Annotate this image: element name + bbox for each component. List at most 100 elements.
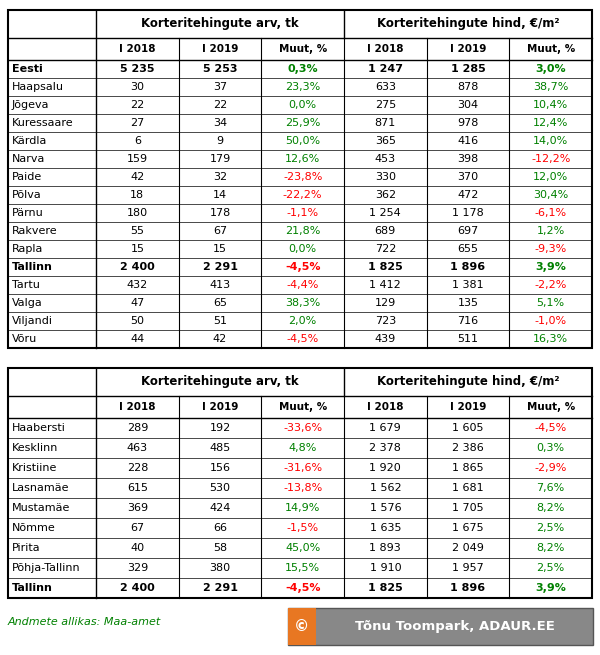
Text: 1 576: 1 576: [370, 503, 401, 513]
Text: Võru: Võru: [12, 334, 37, 344]
Text: 180: 180: [127, 208, 148, 218]
Text: ©: ©: [295, 619, 310, 634]
Text: 14,9%: 14,9%: [285, 503, 320, 513]
Text: 0,3%: 0,3%: [287, 64, 318, 74]
Text: 58: 58: [213, 543, 227, 553]
Text: 4,8%: 4,8%: [289, 443, 317, 453]
Text: 2 386: 2 386: [452, 443, 484, 453]
Text: 1 681: 1 681: [452, 483, 484, 493]
Text: 25,9%: 25,9%: [285, 118, 320, 128]
Text: 615: 615: [127, 483, 148, 493]
Text: I 2018: I 2018: [119, 44, 155, 54]
Text: 15: 15: [213, 244, 227, 254]
Text: 16,3%: 16,3%: [533, 334, 568, 344]
Text: Haapsalu: Haapsalu: [12, 82, 64, 92]
Text: 633: 633: [375, 82, 396, 92]
Text: 42: 42: [213, 334, 227, 344]
Text: 1 679: 1 679: [370, 423, 401, 433]
Text: 2 049: 2 049: [452, 543, 484, 553]
Text: I 2019: I 2019: [450, 44, 486, 54]
Text: 716: 716: [457, 316, 479, 326]
Text: 34: 34: [213, 118, 227, 128]
Text: 2,5%: 2,5%: [536, 563, 565, 573]
Text: 1 920: 1 920: [370, 463, 401, 473]
Text: 179: 179: [209, 154, 230, 164]
Text: 878: 878: [457, 82, 479, 92]
Text: 129: 129: [375, 298, 396, 308]
Text: 40: 40: [130, 543, 145, 553]
Text: Eesti: Eesti: [12, 64, 43, 74]
Text: -13,8%: -13,8%: [283, 483, 322, 493]
Text: Narva: Narva: [12, 154, 46, 164]
Text: I 2019: I 2019: [202, 44, 238, 54]
Text: 18: 18: [130, 190, 145, 200]
Text: 0,0%: 0,0%: [289, 244, 317, 254]
Text: Korteritehingute hind, €/m²: Korteritehingute hind, €/m²: [377, 375, 559, 388]
Text: 2 400: 2 400: [120, 583, 155, 593]
Text: -2,2%: -2,2%: [535, 280, 567, 290]
Text: 12,6%: 12,6%: [285, 154, 320, 164]
Text: 1 247: 1 247: [368, 64, 403, 74]
Text: 424: 424: [209, 503, 230, 513]
Text: Mustamäe: Mustamäe: [12, 503, 70, 513]
Text: 14: 14: [213, 190, 227, 200]
Text: I 2018: I 2018: [367, 44, 404, 54]
Text: Põhja-Tallinn: Põhja-Tallinn: [12, 563, 80, 573]
Text: 1 705: 1 705: [452, 503, 484, 513]
Text: 530: 530: [209, 483, 230, 493]
Text: 1 675: 1 675: [452, 523, 484, 533]
Text: 1 893: 1 893: [370, 543, 401, 553]
Text: 6: 6: [134, 136, 141, 146]
Bar: [8, 10, 592, 348]
Text: 15: 15: [130, 244, 145, 254]
Text: 67: 67: [130, 523, 145, 533]
Text: Tallinn: Tallinn: [12, 262, 53, 272]
Text: 2,5%: 2,5%: [536, 523, 565, 533]
Text: -1,0%: -1,0%: [535, 316, 567, 326]
Text: -31,6%: -31,6%: [283, 463, 322, 473]
Text: I 2018: I 2018: [119, 402, 155, 412]
Text: Muut, %: Muut, %: [527, 44, 575, 54]
Text: 689: 689: [375, 226, 396, 236]
Text: 1 896: 1 896: [451, 262, 485, 272]
Text: 22: 22: [130, 100, 145, 110]
Text: 192: 192: [209, 423, 230, 433]
Text: 362: 362: [375, 190, 396, 200]
Text: 9: 9: [217, 136, 224, 146]
Text: Pirita: Pirita: [12, 543, 41, 553]
Bar: [288, 608, 316, 645]
Text: 178: 178: [209, 208, 230, 218]
Text: 1 412: 1 412: [370, 280, 401, 290]
Text: 330: 330: [375, 172, 396, 182]
Text: Korteritehingute hind, €/m²: Korteritehingute hind, €/m²: [377, 18, 559, 31]
Text: Muut, %: Muut, %: [278, 402, 327, 412]
Text: 2 291: 2 291: [203, 262, 238, 272]
Text: -4,4%: -4,4%: [286, 280, 319, 290]
Text: 472: 472: [457, 190, 479, 200]
Text: 1 825: 1 825: [368, 583, 403, 593]
Text: Rapla: Rapla: [12, 244, 43, 254]
Text: 32: 32: [213, 172, 227, 182]
Text: 156: 156: [209, 463, 230, 473]
Text: 3,9%: 3,9%: [535, 583, 566, 593]
Text: 416: 416: [457, 136, 479, 146]
Text: 55: 55: [130, 226, 145, 236]
Text: 1 254: 1 254: [370, 208, 401, 218]
Text: 15,5%: 15,5%: [285, 563, 320, 573]
Text: Kuressaare: Kuressaare: [12, 118, 74, 128]
Text: 5 253: 5 253: [203, 64, 237, 74]
Text: 398: 398: [457, 154, 479, 164]
Text: Tõnu Toompark, ADAUR.EE: Tõnu Toompark, ADAUR.EE: [355, 620, 554, 633]
Text: 10,4%: 10,4%: [533, 100, 568, 110]
Text: 1 865: 1 865: [452, 463, 484, 473]
Text: 2 400: 2 400: [120, 262, 155, 272]
Text: 1 285: 1 285: [451, 64, 485, 74]
Text: 1,2%: 1,2%: [536, 226, 565, 236]
Text: I 2019: I 2019: [202, 402, 238, 412]
Text: -1,1%: -1,1%: [287, 208, 319, 218]
Text: 47: 47: [130, 298, 145, 308]
Text: 45,0%: 45,0%: [285, 543, 320, 553]
Text: 1 605: 1 605: [452, 423, 484, 433]
Text: 65: 65: [213, 298, 227, 308]
Text: 27: 27: [130, 118, 145, 128]
